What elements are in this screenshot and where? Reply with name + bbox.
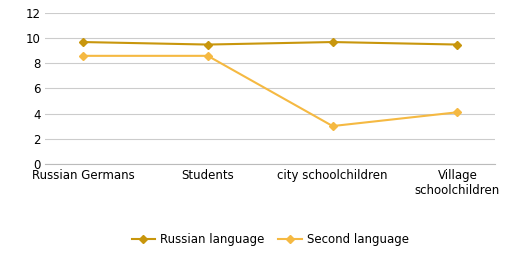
Legend: Russian language, Second language: Russian language, Second language xyxy=(127,229,414,251)
